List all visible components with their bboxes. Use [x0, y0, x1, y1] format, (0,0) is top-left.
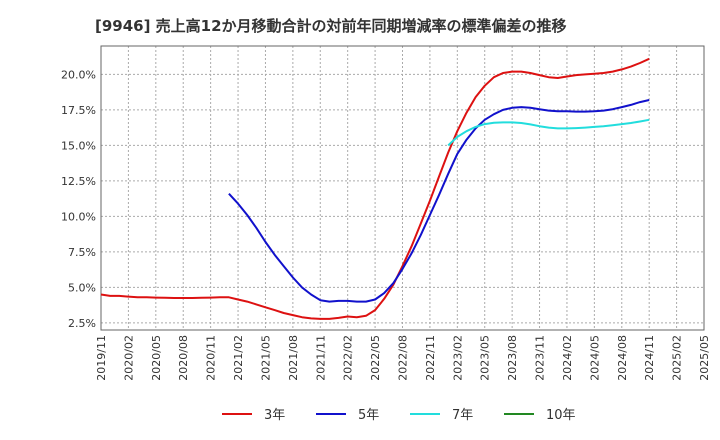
x-tick-label: 2022/11 [424, 335, 437, 381]
y-tick-label: 12.5% [61, 175, 96, 188]
y-tick-label: 10.0% [61, 210, 96, 223]
chart-title: [9946] 売上高12か月移動合計の対前年同期増減率の標準偏差の推移 [95, 17, 567, 35]
x-tick-label: 2023/02 [451, 335, 464, 381]
y-axis: 2.5% 5.0% 7.5% 10.0% 12.5% 15.0% 17.5% 20.0% [61, 68, 96, 330]
grid [100, 46, 705, 330]
x-tick-label: 2020/08 [177, 335, 190, 381]
x-tick-label: 2021/08 [287, 335, 300, 381]
legend-label: 5年 [358, 408, 379, 423]
y-tick-label: 5.0% [68, 281, 96, 294]
x-tick-label: 2025/05 [698, 335, 711, 381]
y-tick-label: 15.0% [61, 139, 96, 152]
x-tick-label: 2024/05 [588, 335, 601, 381]
series-line-7年 [447, 118, 650, 147]
x-tick-label: 2021/05 [259, 335, 272, 381]
legend: 3年 5年 7年 10年 [222, 408, 576, 423]
y-tick-label: 17.5% [61, 104, 96, 117]
y-tick-label: 7.5% [68, 246, 96, 259]
x-tick-label: 2023/05 [479, 335, 492, 381]
legend-label: 7年 [452, 408, 473, 423]
y-tick-label: 2.5% [68, 317, 96, 330]
legend-label: 10年 [546, 408, 576, 423]
x-tick-label: 2024/08 [616, 335, 629, 381]
x-tick-label: 2021/11 [314, 335, 327, 381]
x-tick-label: 2023/11 [534, 335, 547, 381]
x-tick-label: 2024/02 [561, 335, 574, 381]
x-tick-label: 2021/02 [232, 335, 245, 381]
legend-label: 3年 [264, 408, 285, 423]
plot-area [100, 45, 705, 331]
x-tick-label: 2022/05 [369, 335, 382, 381]
x-axis: 2019/11 2020/02 2020/05 2020/08 2020/11 2021/… [95, 335, 711, 381]
x-tick-label: 2024/11 [643, 335, 656, 381]
x-tick-label: 2020/02 [122, 335, 135, 381]
x-tick-label: 2022/02 [342, 335, 355, 381]
y-tick-label: 20.0% [61, 68, 96, 81]
x-tick-label: 2022/08 [397, 335, 410, 381]
series-lines [100, 57, 650, 320]
x-tick-label: 2020/05 [150, 335, 163, 381]
series-line-5年 [228, 99, 650, 303]
x-tick-label: 2019/11 [95, 335, 108, 381]
x-tick-label: 2025/02 [671, 335, 684, 381]
series-line-3年 [100, 57, 650, 320]
x-tick-label: 2020/11 [205, 335, 218, 381]
x-tick-label: 2023/08 [506, 335, 519, 381]
